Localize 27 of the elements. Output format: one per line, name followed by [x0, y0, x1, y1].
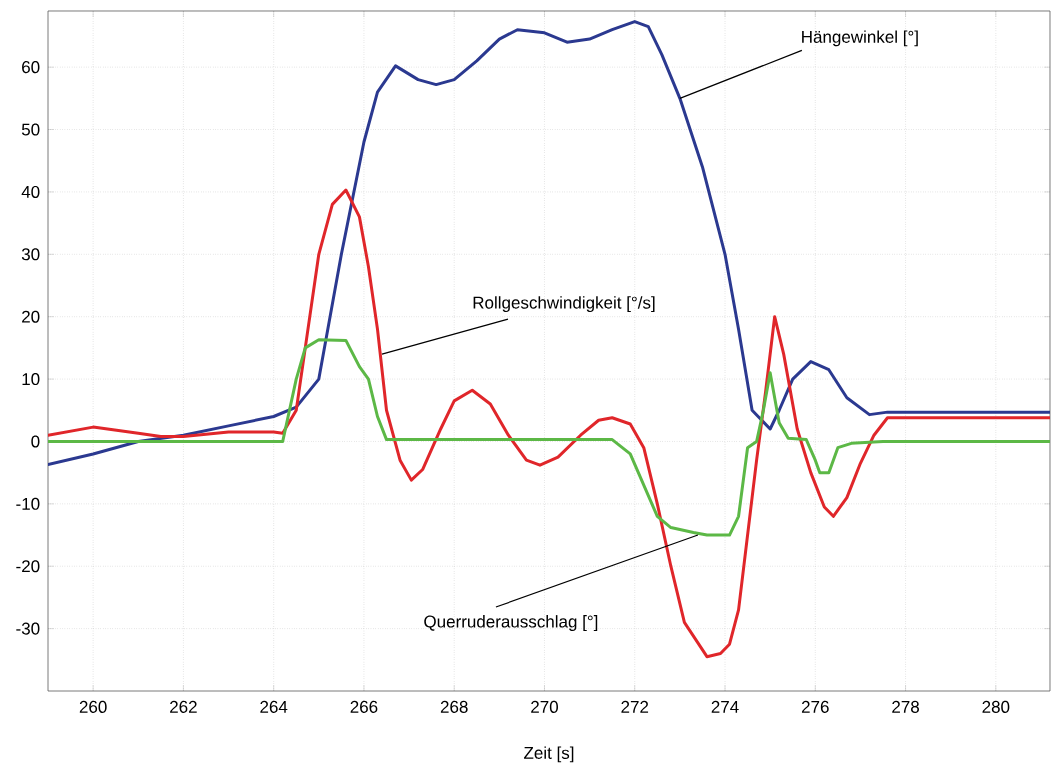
y-tick-label: 50	[21, 123, 40, 136]
x-tick-label: 274	[711, 700, 739, 713]
y-tick-label: -10	[16, 497, 40, 510]
y-tick-label: 20	[22, 310, 40, 323]
y-tick-label: -20	[16, 560, 40, 573]
x-tick-label: 278	[892, 700, 919, 713]
y-tick-label: -30	[16, 622, 40, 635]
annotation: Rollgeschwindigkeit [°/s]	[473, 296, 655, 313]
x-tick-label: 268	[440, 700, 468, 713]
line-series	[48, 338, 1050, 537]
annotation: Hängewinkel [°]	[802, 30, 918, 47]
x-tick-label: 262	[170, 700, 197, 713]
x-tick-label: 276	[801, 700, 829, 713]
line-series	[48, 20, 1050, 467]
x-tick-label: 280	[982, 700, 1010, 713]
y-tick-label: 30	[21, 248, 40, 261]
x-tick-label: 260	[79, 700, 107, 713]
x-tick-label: 272	[621, 700, 649, 713]
x-tick-label: 270	[531, 700, 558, 713]
y-tick-label: 10	[22, 373, 40, 386]
x-tick-label: 266	[350, 700, 378, 713]
annotation: Querruderausschlag [°]	[424, 615, 598, 631]
x-tick-label: 264	[260, 700, 288, 713]
x-axis-title: Zeit [s]	[524, 746, 574, 763]
y-tick-label: 40	[21, 185, 40, 198]
y-tick-label: 60	[22, 61, 40, 74]
y-tick-label: 0	[31, 435, 40, 448]
